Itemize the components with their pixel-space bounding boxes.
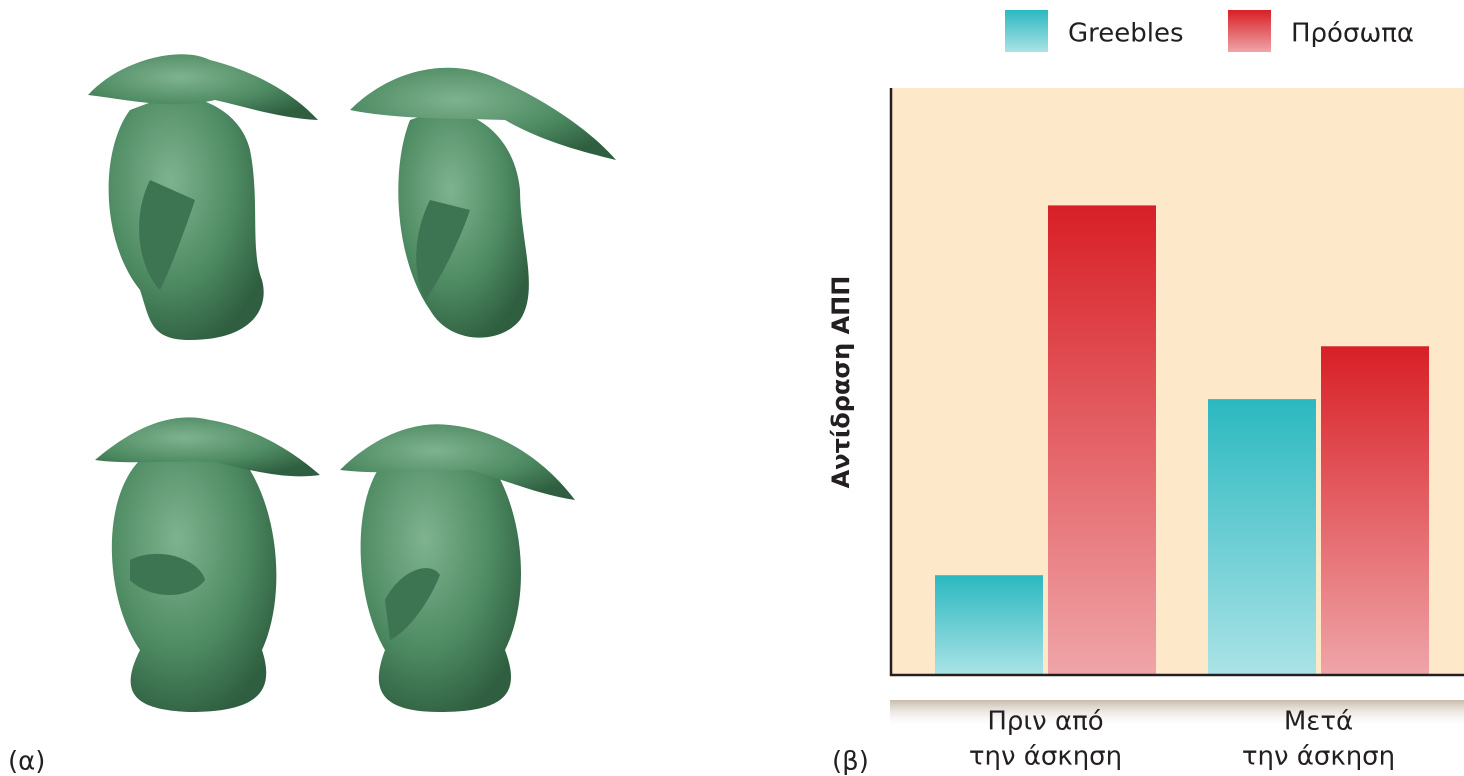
greeble — [95, 417, 320, 712]
bar — [1048, 205, 1156, 675]
bar — [935, 575, 1043, 675]
panel-label: (β) — [832, 747, 869, 776]
x-labels: Πριν από την άσκηση Μετά την άσκηση — [969, 707, 1395, 772]
floor-shadow — [890, 700, 1464, 728]
x-tick-label: την άσκηση — [969, 742, 1122, 772]
greeble — [340, 424, 575, 712]
legend-swatch — [1005, 10, 1048, 52]
greeble-illustrations — [88, 54, 616, 712]
legend-swatch — [1228, 10, 1271, 52]
greeble — [350, 67, 616, 338]
legend-label: Greebles — [1068, 19, 1184, 49]
bars — [935, 205, 1429, 675]
y-axis-label: Αντίδραση ΑΠΠ — [827, 276, 855, 489]
x-tick-label: Μετά — [1284, 707, 1353, 737]
legend-label: Πρόσωπα — [1291, 19, 1414, 49]
bar — [1208, 399, 1316, 675]
legend: Greebles Πρόσωπα — [1005, 10, 1414, 52]
greeble — [88, 54, 318, 340]
bar — [1321, 346, 1429, 675]
x-tick-label: Πριν από — [987, 707, 1103, 737]
panel-label: (α) — [8, 747, 45, 776]
x-tick-label: την άσκηση — [1242, 742, 1395, 772]
